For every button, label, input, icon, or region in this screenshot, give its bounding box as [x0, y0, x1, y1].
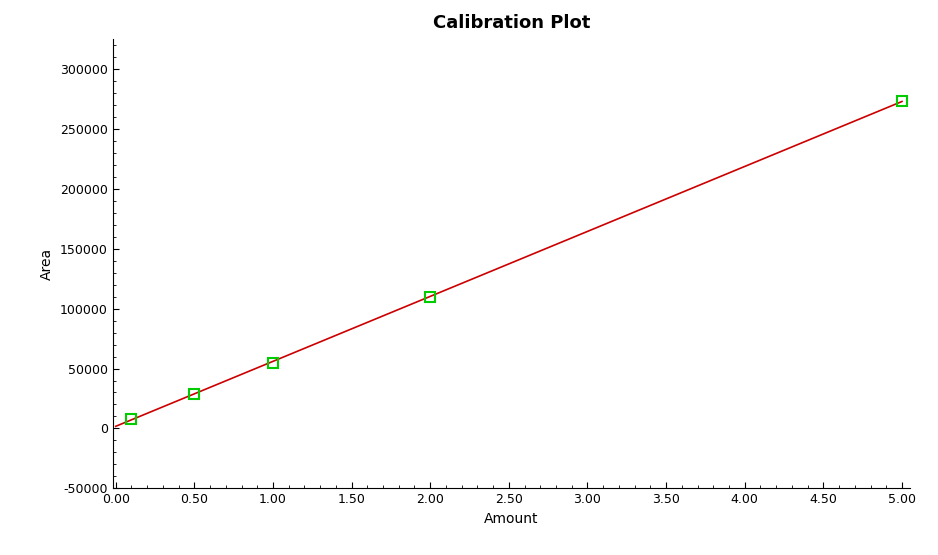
X-axis label: Amount: Amount — [484, 512, 538, 526]
Y-axis label: Area: Area — [40, 248, 54, 280]
Title: Calibration Plot: Calibration Plot — [432, 14, 590, 32]
